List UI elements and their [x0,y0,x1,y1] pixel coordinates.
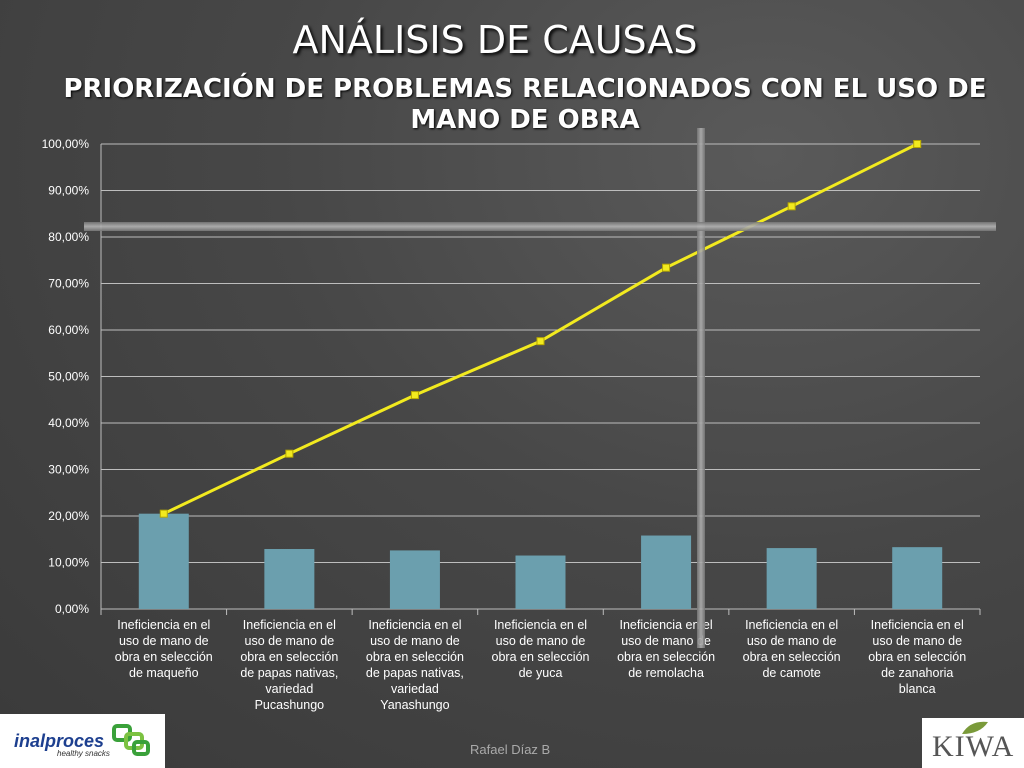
line-point [159,509,168,518]
slide-subtitle: PRIORIZACIÓN DE PROBLEMAS RELACIONADOS C… [63,74,987,135]
y-tick-label: 50,00% [48,370,89,384]
x-category-label: Ineficiencia en el uso de mano de obra en … [492,618,590,680]
y-tick-label: 90,00% [48,184,89,198]
bar [892,547,943,609]
y-tick-label: 60,00% [48,323,89,337]
inalproces-logo-tagline: healthy snacks [57,749,110,758]
line-point [536,337,545,346]
leaf-icon [962,721,988,734]
inalproces-logo: inalproces healthy snacks [0,714,165,768]
cumulative-line [163,142,918,516]
bar [138,513,189,609]
x-category-label: Ineficiencia en el uso de mano de obra en … [366,618,464,712]
horizontal-cross-bar [84,222,996,231]
inalproces-mark-icon [112,724,150,756]
bar [515,555,566,609]
line-point [787,202,796,211]
kiwa-logo: KIWA [922,718,1024,768]
bar [641,535,692,609]
author-footer: Rafael Díaz B [470,742,551,757]
line-point [285,449,294,458]
x-category-label: Ineficiencia en el uso de mano de obra en … [240,618,338,712]
y-tick-label: 40,00% [48,416,89,430]
line-point [662,263,671,272]
inalproces-logo-text: inalproces [14,731,105,751]
line-point [913,140,922,148]
bar [766,548,817,609]
y-tick-label: 70,00% [48,277,89,291]
y-tick-label: 20,00% [48,509,89,523]
kiwa-logo-text: KIWA [932,730,1015,763]
y-tick-label: 80,00% [48,230,89,244]
x-category-label: Ineficiencia en el uso de mano de obra en … [617,618,715,680]
line-point [410,391,419,400]
y-tick-label: 30,00% [48,463,89,477]
bar [389,550,440,609]
x-category-label: Ineficiencia en el uso de mano de obra en … [868,618,966,696]
y-tick-label: 100,00% [42,137,90,151]
vertical-cross-bar [697,128,705,648]
slide-title: ANÁLISIS DE CAUSAS [292,18,698,62]
y-tick-label: 0,00% [55,602,89,616]
bar [264,549,315,609]
y-tick-label: 10,00% [48,556,89,570]
x-category-label: Ineficiencia en el uso de mano de obra en … [115,618,213,680]
x-category-label: Ineficiencia en el uso de mano de obra en … [743,618,841,680]
